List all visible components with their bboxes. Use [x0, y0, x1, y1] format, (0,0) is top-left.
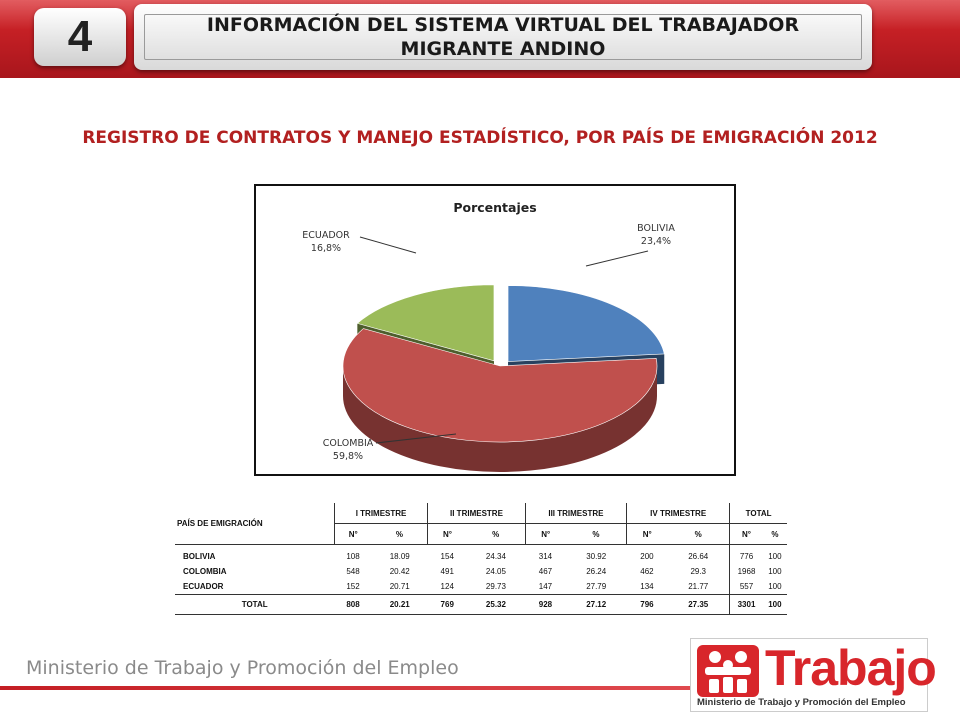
group-header: I TRIMESTRE: [334, 503, 429, 524]
page-title: INFORMACIÓN DEL SISTEMA VIRTUAL DEL TRAB…: [207, 13, 799, 61]
title-box: INFORMACIÓN DEL SISTEMA VIRTUAL DEL TRAB…: [134, 4, 872, 70]
cell: 20.71: [389, 582, 410, 591]
logo-tagline: Ministerio de Trabajo y Promoción del Em…: [697, 697, 906, 708]
cell: 3301: [729, 594, 763, 615]
cell: 314: [538, 552, 553, 561]
cell: 776: [729, 544, 763, 564]
slice-label-value: 23,4%: [641, 236, 671, 247]
cell: 27.35: [667, 594, 730, 615]
sub-header: N°: [427, 523, 467, 545]
country-header: PAÍS DE EMIGRACIÓN: [175, 503, 335, 545]
group-header: II TRIMESTRE: [427, 503, 526, 524]
footer-divider: [0, 686, 700, 690]
cell: 124: [440, 582, 454, 591]
cell: 100: [768, 582, 782, 591]
sub-header: %: [667, 523, 731, 545]
total-label: TOTAL: [175, 594, 335, 615]
ministry-name: Ministerio de Trabajo y Promoción del Em…: [26, 657, 459, 679]
total-row: TOTAL 808 20.21 769 25.32 928 27.12 796 …: [175, 594, 787, 615]
cell: 100: [768, 567, 782, 576]
leader-line: [359, 236, 417, 254]
title-line-1: INFORMACIÓN DEL SISTEMA VIRTUAL DEL TRAB…: [206, 14, 800, 36]
slice-label-name: ECUADOR: [302, 230, 350, 241]
cell: 26.64: [688, 552, 709, 561]
group-header: IV TRIMESTRE: [626, 503, 731, 524]
cell: 557: [729, 579, 763, 595]
sub-header: %: [565, 523, 628, 545]
cell: 147: [538, 582, 553, 591]
cell: 200: [640, 552, 654, 561]
cell: 25.32: [466, 594, 526, 615]
pie-slice-ecuador: [356, 284, 495, 362]
sub-header: N°: [626, 523, 668, 545]
leader-line: [375, 433, 457, 444]
cell: 1968: [729, 564, 763, 579]
cell: 467: [538, 567, 553, 576]
cell: 27.79: [586, 582, 607, 591]
slice-label-value: 59,8%: [333, 451, 363, 462]
cell: 491: [440, 567, 454, 576]
pie-chart: Porcentajes BOLIVIA 23,4% COLOMBIA 59,8% ECUA…: [302, 200, 675, 472]
sub-header: %: [371, 523, 429, 545]
cell: 548: [346, 567, 360, 576]
pie-slice-side-colombia: [343, 366, 657, 472]
row-label: BOLIVIA: [183, 552, 216, 561]
cell: 769: [427, 594, 467, 615]
section-subtitle: REGISTRO DE CONTRATOS Y MANEJO ESTADÍSTI…: [82, 128, 878, 148]
cell: 20.42: [389, 567, 410, 576]
row-label: ECUADOR: [183, 582, 224, 591]
title-line-2: MIGRANTE ANDINO: [400, 38, 606, 60]
sub-header: %: [762, 523, 787, 545]
slice-label-name: COLOMBIA: [323, 438, 374, 449]
cell: 796: [626, 594, 668, 615]
cell: 134: [640, 582, 654, 591]
pie-chart-frame: Porcentajes BOLIVIA 23,4% COLOMBIA 59,8% ECUA…: [254, 184, 736, 476]
cell: 100: [768, 552, 782, 561]
cell: 27.12: [565, 594, 627, 615]
leader-line: [585, 250, 649, 267]
cell: 108: [346, 552, 360, 561]
cell: 18.09: [389, 552, 410, 561]
slice-label-value: 16,8%: [311, 243, 341, 254]
trabajo-logo: Trabajo Ministerio de Trabajo y Promoció…: [690, 638, 937, 712]
group-header: III TRIMESTRE: [525, 503, 628, 524]
pie-slice-colombia: [342, 328, 658, 443]
table-row: BOLIVIA 108 18.09 154 24.34 314 30.92 20…: [175, 544, 787, 564]
cell: 100: [762, 594, 787, 615]
cell: 26.24: [586, 567, 607, 576]
cell: 29.73: [485, 582, 506, 591]
cell: 20.21: [371, 594, 428, 615]
table-row: COLOMBIA 548 20.42 491 24.05 467 26.24 4…: [175, 564, 787, 579]
logo-word: Trabajo: [765, 640, 937, 696]
cell: 21.77: [688, 582, 709, 591]
group-header: TOTAL: [745, 508, 772, 518]
section-number: 4: [34, 8, 126, 66]
people-logo-icon: [697, 645, 759, 697]
cell: 30.92: [586, 552, 607, 561]
cell: 24.34: [485, 552, 506, 561]
cell: 152: [346, 582, 360, 591]
cell: 808: [334, 594, 372, 615]
row-label: COLOMBIA: [183, 567, 227, 576]
cell: 24.05: [485, 567, 506, 576]
cell: 928: [525, 594, 566, 615]
cell: 462: [640, 567, 654, 576]
cell: 29.3: [690, 567, 707, 576]
sub-header: N°: [729, 523, 763, 545]
cell: 154: [440, 552, 454, 561]
table-row: ECUADOR 152 20.71 124 29.73 147 27.79 13…: [175, 579, 787, 595]
sub-header: %: [466, 523, 526, 545]
sub-header: N°: [334, 523, 372, 545]
sub-header: N°: [525, 523, 566, 545]
statistics-table: PAÍS DE EMIGRACIÓN I TRIMESTRE II TRIMES…: [175, 503, 787, 615]
slice-label-name: BOLIVIA: [637, 223, 675, 234]
pie-slice-bolivia: [507, 285, 665, 362]
chart-title: Porcentajes: [453, 200, 536, 215]
